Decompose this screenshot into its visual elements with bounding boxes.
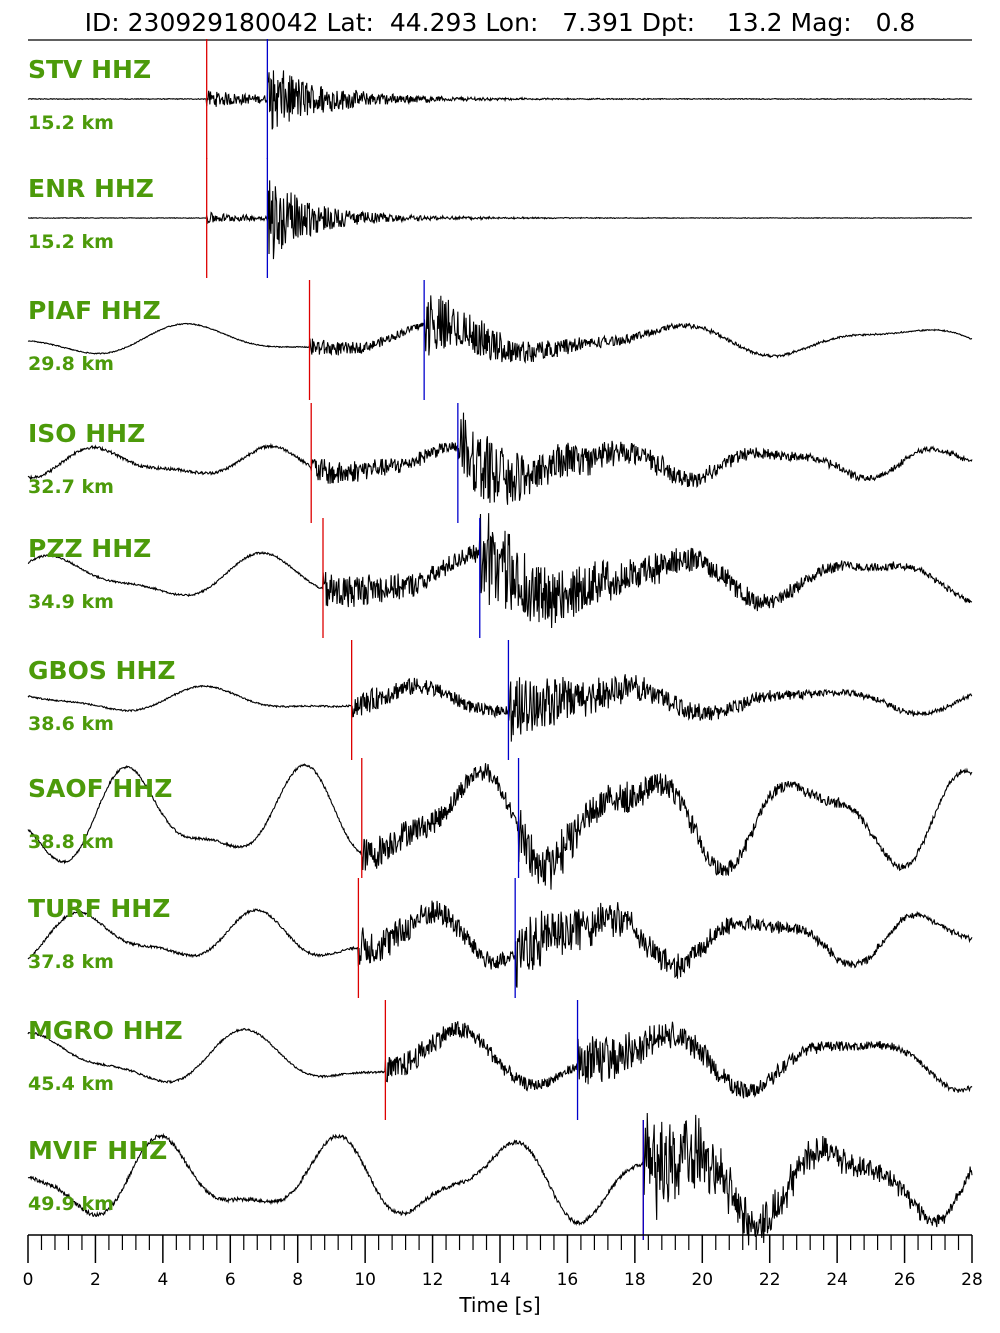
station-distance: 37.8 km xyxy=(28,951,114,973)
station-name: GBOS HHZ xyxy=(28,656,176,685)
trace-turf xyxy=(27,900,973,988)
trace-pzz xyxy=(27,513,973,629)
x-tick-label: 8 xyxy=(292,1270,303,1290)
station-name: PIAF HHZ xyxy=(28,296,161,325)
station-distance: 29.8 km xyxy=(28,353,114,375)
x-tick-label: 18 xyxy=(624,1270,646,1290)
trace-saof xyxy=(27,763,973,890)
station-distance: 15.2 km xyxy=(28,112,114,134)
station-name: MVIF HHZ xyxy=(28,1136,167,1165)
picks-layer xyxy=(206,39,644,1240)
x-tick-label: 2 xyxy=(90,1270,101,1290)
x-tick-label: 14 xyxy=(489,1270,511,1290)
station-name: STV HHZ xyxy=(28,55,151,84)
x-tick-label: 16 xyxy=(557,1270,579,1290)
station-distance: 38.8 km xyxy=(28,831,114,853)
trace-stv xyxy=(27,70,973,130)
x-tick-label: 6 xyxy=(225,1270,236,1290)
station-name: PZZ HHZ xyxy=(28,534,151,563)
station-labels-layer: STV HHZ 15.2 km ENR HHZ 15.2 km PIAF HHZ 29.8… xyxy=(28,55,183,1215)
x-axis-label: Time [s] xyxy=(458,1293,540,1317)
station-distance: 38.6 km xyxy=(28,713,114,735)
x-tick-label: 20 xyxy=(691,1270,713,1290)
station-distance: 45.4 km xyxy=(28,1073,114,1095)
traces-layer xyxy=(27,70,973,1246)
trace-mvif xyxy=(27,1112,973,1246)
trace-piaf xyxy=(27,295,973,364)
station-name: TURF HHZ xyxy=(28,894,170,923)
x-tick-label: 24 xyxy=(826,1270,848,1290)
x-tick-label: 22 xyxy=(759,1270,781,1290)
x-tick-label: 26 xyxy=(894,1270,916,1290)
x-tick-label: 28 xyxy=(961,1270,983,1290)
trace-enr xyxy=(27,180,973,260)
station-name: MGRO HHZ xyxy=(28,1016,183,1045)
x-tick-label: 0 xyxy=(23,1270,34,1290)
x-tick-label: 4 xyxy=(157,1270,168,1290)
station-distance: 34.9 km xyxy=(28,591,114,613)
station-distance: 15.2 km xyxy=(28,231,114,253)
trace-gbos xyxy=(27,674,973,742)
plot-title: ID: 230929180042 Lat: 44.293 Lon: 7.391 … xyxy=(85,8,916,37)
station-name: SAOF HHZ xyxy=(28,774,172,803)
x-tick-label: 12 xyxy=(422,1270,444,1290)
station-distance: 32.7 km xyxy=(28,476,114,498)
time-axis: 0 2 4 6 8 10 12 14 16 18 20 22 24 26 28 xyxy=(23,1234,983,1290)
station-name: ENR HHZ xyxy=(28,174,154,203)
x-tick-label: 10 xyxy=(354,1270,376,1290)
station-distance: 49.9 km xyxy=(28,1193,114,1215)
station-name: ISO HHZ xyxy=(28,419,145,448)
trace-mgro xyxy=(27,1021,973,1099)
trace-iso xyxy=(27,412,973,505)
